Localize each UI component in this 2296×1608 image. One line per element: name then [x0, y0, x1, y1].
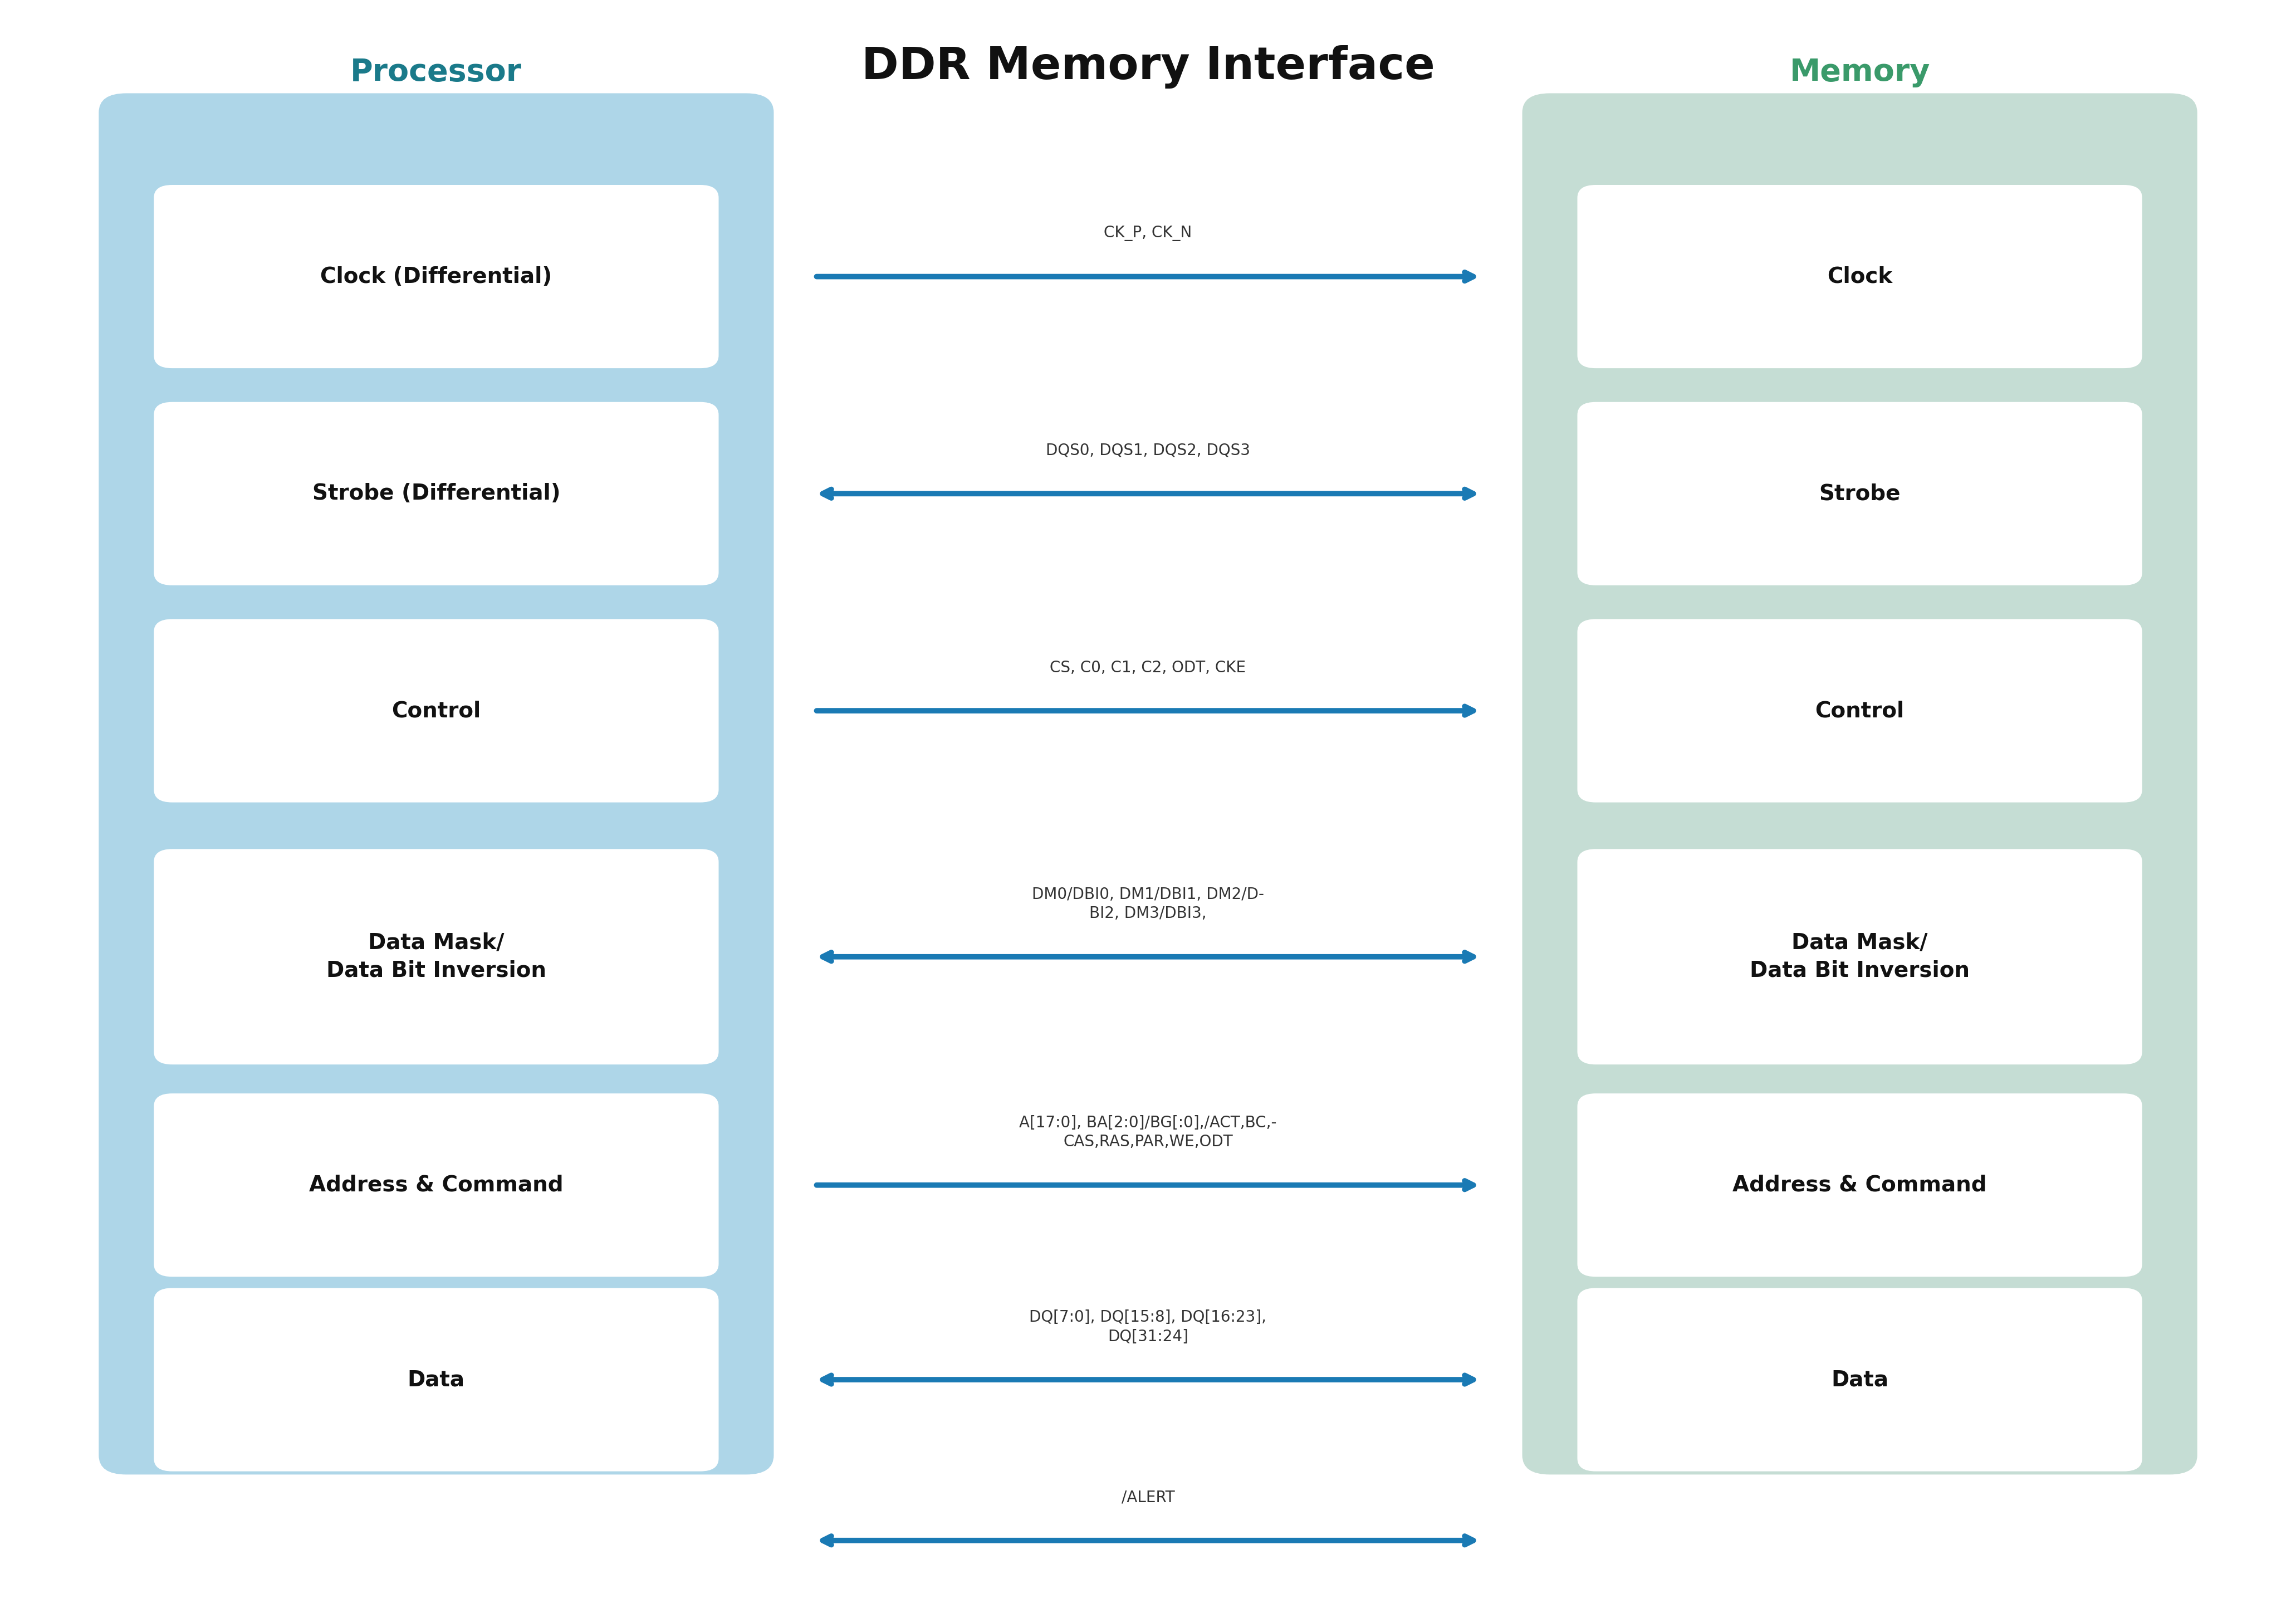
Text: Data Mask/
Data Bit Inversion: Data Mask/ Data Bit Inversion [1750, 933, 1970, 981]
FancyBboxPatch shape [154, 619, 719, 802]
FancyBboxPatch shape [1577, 619, 2142, 802]
FancyBboxPatch shape [1577, 849, 2142, 1064]
FancyBboxPatch shape [154, 402, 719, 585]
FancyBboxPatch shape [1577, 185, 2142, 368]
Text: Memory: Memory [1789, 58, 1931, 87]
Text: Control: Control [1816, 699, 1903, 722]
Text: Address & Command: Address & Command [310, 1174, 563, 1196]
Text: A[17:0], BA[2:0]/BG[:0],/ACT,BC,-
CAS,RAS,PAR,WE,ODT: A[17:0], BA[2:0]/BG[:0],/ACT,BC,- CAS,RA… [1019, 1114, 1277, 1150]
Text: Control: Control [393, 699, 480, 722]
Text: DM0/DBI0, DM1/DBI1, DM2/D-
BI2, DM3/DBI3,: DM0/DBI0, DM1/DBI1, DM2/D- BI2, DM3/DBI3… [1031, 886, 1265, 921]
Text: Clock (Differential): Clock (Differential) [321, 265, 551, 288]
FancyBboxPatch shape [154, 1093, 719, 1277]
Text: DDR Memory Interface: DDR Memory Interface [861, 45, 1435, 88]
Text: Processor: Processor [351, 58, 521, 87]
Text: /ALERT: /ALERT [1120, 1489, 1176, 1505]
FancyBboxPatch shape [1577, 1093, 2142, 1277]
Text: Data Mask/
Data Bit Inversion: Data Mask/ Data Bit Inversion [326, 933, 546, 981]
FancyBboxPatch shape [154, 1288, 719, 1471]
Text: CS, C0, C1, C2, ODT, CKE: CS, C0, C1, C2, ODT, CKE [1049, 659, 1247, 675]
Text: DQS0, DQS1, DQS2, DQS3: DQS0, DQS1, DQS2, DQS3 [1045, 442, 1251, 458]
Text: Data: Data [1832, 1368, 1887, 1391]
Text: Strobe (Differential): Strobe (Differential) [312, 482, 560, 505]
Text: Address & Command: Address & Command [1733, 1174, 1986, 1196]
Text: DQ[7:0], DQ[15:8], DQ[16:23],
DQ[31:24]: DQ[7:0], DQ[15:8], DQ[16:23], DQ[31:24] [1029, 1309, 1267, 1344]
FancyBboxPatch shape [1522, 93, 2197, 1475]
Text: Data: Data [409, 1368, 464, 1391]
FancyBboxPatch shape [154, 185, 719, 368]
FancyBboxPatch shape [99, 93, 774, 1475]
FancyBboxPatch shape [154, 849, 719, 1064]
Text: Strobe: Strobe [1818, 482, 1901, 505]
Text: Clock: Clock [1828, 265, 1892, 288]
FancyBboxPatch shape [1577, 402, 2142, 585]
FancyBboxPatch shape [1577, 1288, 2142, 1471]
Text: CK_P, CK_N: CK_P, CK_N [1104, 225, 1192, 241]
